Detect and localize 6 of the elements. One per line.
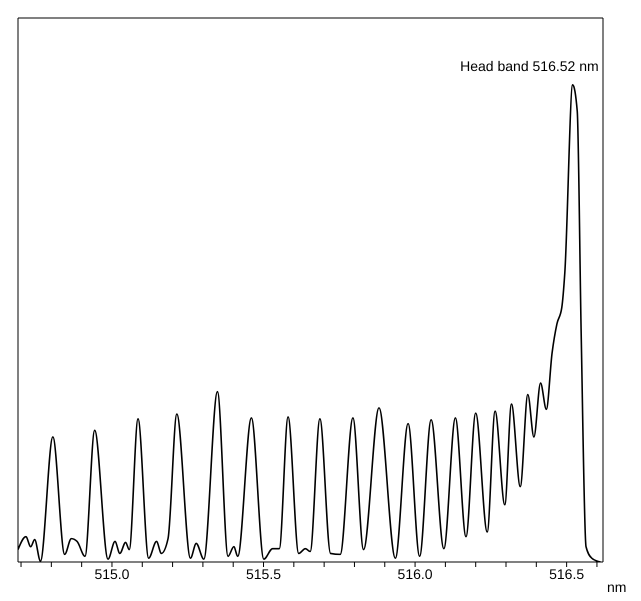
x-tick-label: 516.5 [549, 566, 584, 582]
x-tick-label: 515.5 [246, 566, 282, 582]
x-tick-label: 515.0 [94, 566, 130, 582]
x-axis-title: nm [607, 578, 626, 595]
x-tick-label: 516.0 [398, 566, 433, 582]
annotation: Head band 516.52 nm [460, 58, 599, 74]
